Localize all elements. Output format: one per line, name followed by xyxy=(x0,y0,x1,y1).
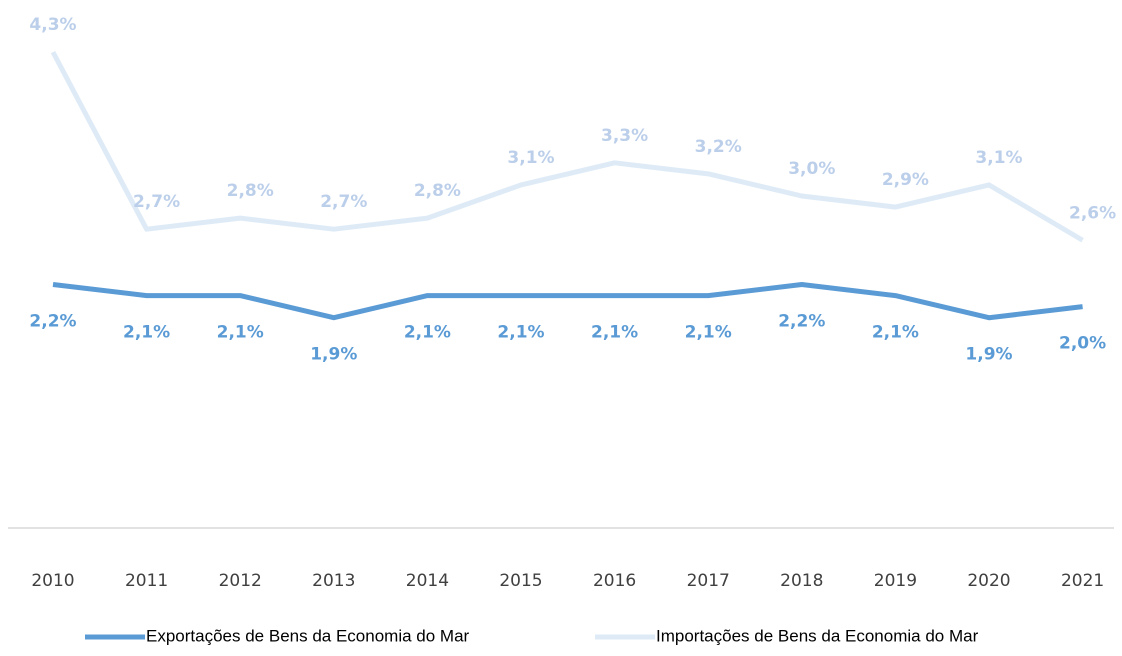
data-label: 3,2% xyxy=(695,137,742,157)
x-tick-label: 2016 xyxy=(593,571,636,591)
x-tick-label: 2012 xyxy=(219,571,262,591)
data-label: 2,1% xyxy=(217,323,264,343)
x-tick-label: 2021 xyxy=(1061,571,1104,591)
x-tick-label: 2011 xyxy=(125,571,168,591)
data-label: 2,7% xyxy=(133,192,180,212)
legend-label: Exportações de Bens da Economia do Mar xyxy=(146,626,470,645)
data-label: 2,1% xyxy=(404,323,451,343)
data-label: 2,1% xyxy=(497,323,544,343)
data-label: 3,1% xyxy=(507,148,554,168)
x-tick-label: 2018 xyxy=(780,571,823,591)
data-label: 2,8% xyxy=(414,181,461,201)
x-tick-label: 2014 xyxy=(406,571,449,591)
x-tick-label: 2010 xyxy=(31,571,74,591)
data-label: 2,1% xyxy=(123,323,170,343)
series-line xyxy=(50,50,1084,243)
x-tick-label: 2017 xyxy=(687,571,730,591)
series-line xyxy=(52,282,1083,321)
x-tick-label: 2019 xyxy=(874,571,917,591)
data-label: 2,0% xyxy=(1059,334,1106,354)
x-tick-label: 2015 xyxy=(499,571,542,591)
data-label: 1,9% xyxy=(965,345,1012,365)
data-label: 2,8% xyxy=(227,181,274,201)
legend-label: Importações de Bens da Economia do Mar xyxy=(656,626,979,645)
data-label: 3,0% xyxy=(788,159,835,179)
data-label: 2,2% xyxy=(29,312,76,332)
data-label: 2,1% xyxy=(872,323,919,343)
data-label: 2,6% xyxy=(1069,203,1116,223)
x-tick-label: 2013 xyxy=(312,571,355,591)
x-tick-label: 2020 xyxy=(967,571,1010,591)
data-label: 2,1% xyxy=(591,323,638,343)
data-label: 2,9% xyxy=(882,170,929,190)
data-label: 2,2% xyxy=(778,312,825,332)
data-label: 2,7% xyxy=(320,192,367,212)
data-label: 3,1% xyxy=(975,148,1022,168)
data-label: 1,9% xyxy=(310,345,357,365)
data-label: 4,3% xyxy=(29,15,76,35)
data-label: 3,3% xyxy=(601,126,648,146)
data-label: 2,1% xyxy=(685,323,732,343)
